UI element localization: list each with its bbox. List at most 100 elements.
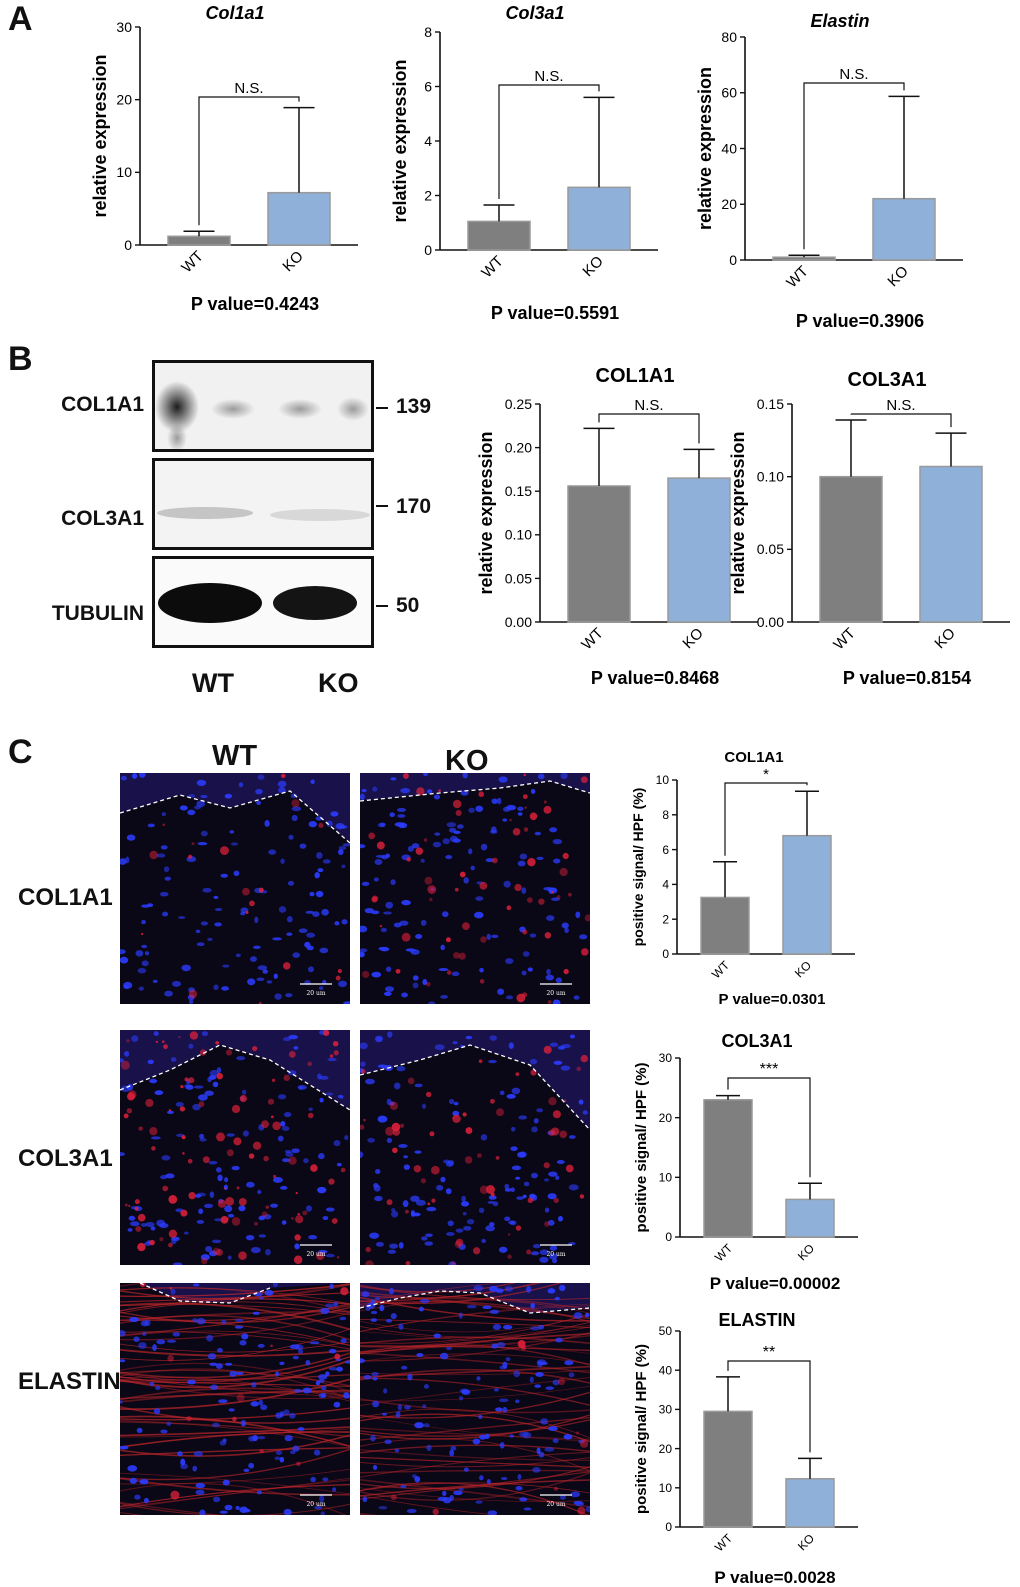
chart-a1-ylabel: relative expression — [90, 54, 110, 217]
if-background — [120, 773, 350, 1004]
nucleus — [229, 830, 235, 834]
nucleus — [170, 1057, 177, 1062]
elastin-fiber — [120, 1302, 350, 1331]
nucleus — [530, 788, 536, 794]
red-signal — [576, 1066, 582, 1072]
chart-c3-ytick-label: 0 — [665, 1520, 672, 1534]
nucleus — [224, 1177, 229, 1183]
nucleus — [403, 1164, 410, 1170]
nucleus — [285, 993, 293, 998]
red-signal — [386, 1199, 393, 1206]
nucleus — [511, 1165, 522, 1171]
red-signal — [406, 857, 411, 862]
nucleus — [208, 1250, 218, 1257]
blot-strip-col3a1 — [152, 458, 374, 550]
chart-c2-title: COL3A1 — [721, 1031, 792, 1051]
nucleus — [291, 1148, 300, 1154]
nucleus — [433, 794, 441, 800]
red-signal — [238, 1198, 247, 1206]
nucleus — [530, 1302, 535, 1309]
nucleus — [155, 1385, 161, 1391]
chart-a2-pvalue: P value=0.5591 — [491, 303, 619, 323]
red-signal — [220, 1215, 229, 1224]
nucleus — [150, 1136, 161, 1140]
nucleus — [307, 966, 315, 973]
nucleus — [412, 975, 419, 981]
nucleus — [252, 1311, 260, 1315]
red-signal — [401, 932, 411, 942]
nucleus — [280, 1121, 286, 1127]
nucleus — [209, 1069, 219, 1077]
nucleus — [257, 965, 268, 971]
nucleus — [481, 1238, 486, 1243]
red-signal — [552, 1110, 561, 1119]
red-signal — [134, 1199, 140, 1205]
elastin-fiber — [120, 1387, 350, 1401]
nucleus — [420, 919, 427, 926]
nucleus — [386, 1137, 393, 1144]
nucleus — [286, 916, 293, 923]
nucleus — [433, 1333, 441, 1339]
nucleus — [372, 786, 378, 792]
nucleus — [398, 1144, 408, 1148]
elastin-fiber — [360, 1286, 590, 1301]
elastin-fiber — [360, 1448, 590, 1462]
red-signal — [413, 1165, 422, 1173]
nucleus — [373, 1184, 381, 1192]
chart-c3-bar-wt — [703, 1410, 753, 1528]
nucleus — [235, 1505, 240, 1510]
elastin-fiber — [120, 1341, 350, 1353]
nucleus — [200, 921, 209, 926]
red-signal — [478, 1059, 483, 1064]
nucleus — [364, 907, 374, 914]
nucleus — [544, 1178, 549, 1182]
chart-b2-ylabel: relative expression — [728, 431, 748, 594]
nucleus — [337, 848, 344, 856]
nucleus — [200, 830, 208, 837]
red-signal — [261, 1120, 269, 1129]
nucleus — [551, 897, 560, 902]
red-signal — [480, 936, 487, 943]
elastin-fiber — [120, 1286, 350, 1313]
nucleus — [447, 1220, 454, 1227]
nucleus — [166, 1339, 177, 1343]
nucleus — [450, 1446, 457, 1451]
nucleus — [488, 1059, 497, 1064]
nucleus — [241, 1333, 249, 1340]
mw-tick-50 — [376, 605, 388, 607]
nucleus — [540, 1418, 549, 1425]
nucleus — [403, 1155, 408, 1159]
nucleus — [141, 919, 146, 925]
red-signal — [579, 1194, 585, 1199]
chart-b2-ytick-label: 0.15 — [757, 396, 784, 412]
nucleus — [172, 1262, 183, 1265]
red-signal — [568, 892, 572, 897]
nucleus — [510, 1187, 515, 1193]
nucleus — [385, 853, 391, 858]
nucleus — [161, 812, 166, 817]
nucleus — [279, 1456, 285, 1463]
nucleus — [192, 1465, 198, 1472]
elastin-fiber — [360, 1300, 590, 1323]
red-signal — [524, 806, 527, 809]
red-signal — [295, 1191, 298, 1195]
nucleus — [278, 786, 286, 794]
nucleus — [120, 775, 127, 781]
nucleus — [185, 1084, 194, 1090]
scale-bar-label: 20 um — [306, 990, 325, 997]
chart-b1-pvalue: P value=0.8468 — [591, 668, 719, 688]
nucleus — [561, 922, 569, 929]
nucleus — [319, 947, 329, 954]
nucleus — [475, 805, 484, 812]
nucleus — [154, 1090, 164, 1096]
nucleus — [246, 1181, 255, 1188]
nucleus — [546, 968, 551, 975]
nucleus — [279, 1361, 285, 1366]
nucleus — [377, 1115, 388, 1123]
red-signal — [420, 1178, 427, 1184]
nucleus — [561, 1043, 571, 1049]
red-signal — [547, 1000, 552, 1004]
red-signal — [181, 1135, 186, 1140]
chart-a3-ytick-label: 0 — [729, 252, 737, 268]
nucleus — [504, 1183, 510, 1190]
